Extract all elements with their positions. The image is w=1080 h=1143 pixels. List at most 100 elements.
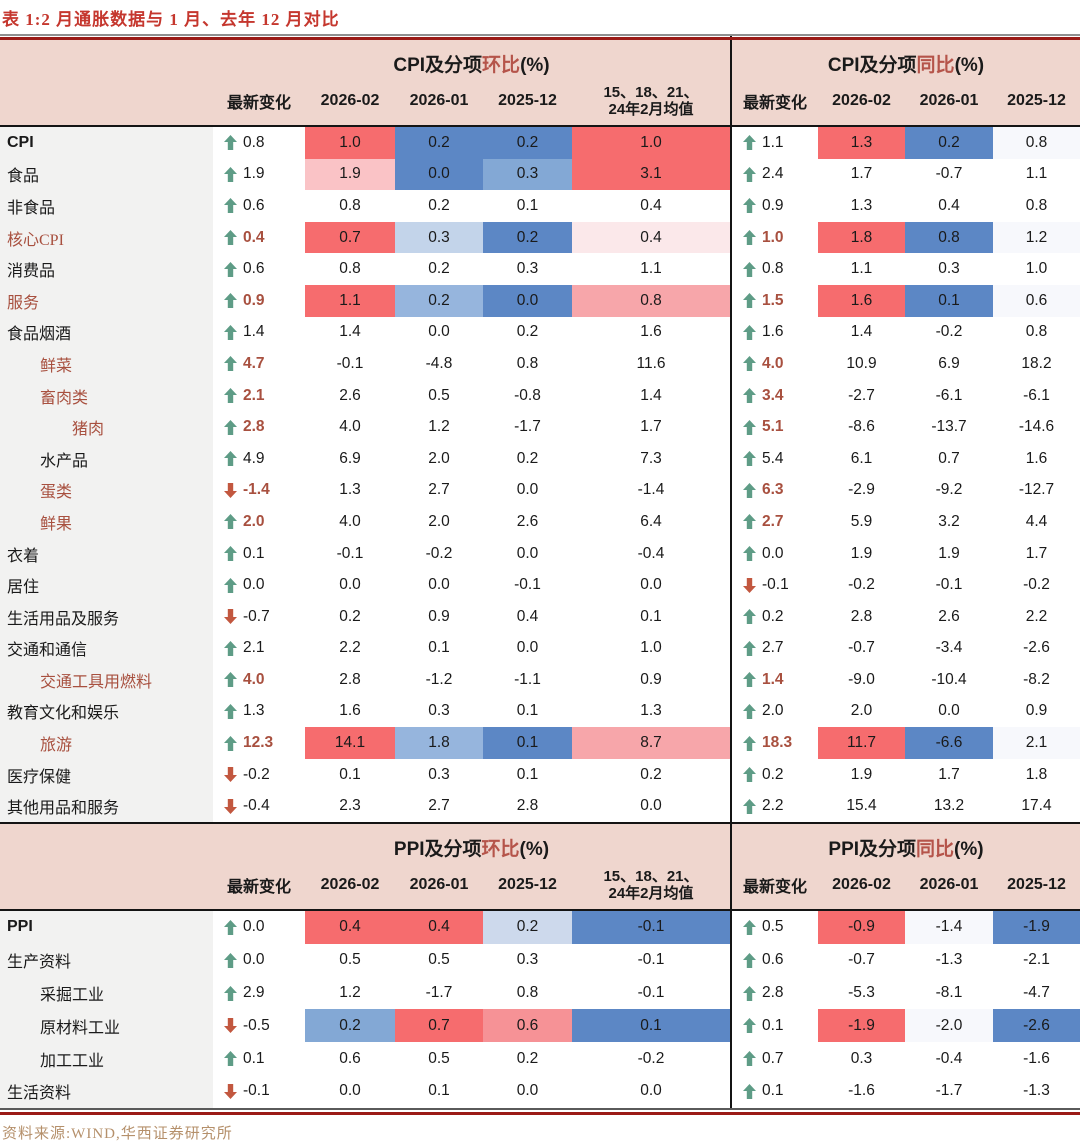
arrow-up-icon xyxy=(743,419,756,435)
table-row-cpi-交通和通信: 交通和通信 2.1 2.2 0.1 0.0 1.0 2.7 -0.7 -3.4 … xyxy=(0,632,1080,665)
latest-change-value: 1.9 xyxy=(243,165,265,183)
latest-change-value: 0.5 xyxy=(762,918,784,936)
arrow-down-icon xyxy=(224,798,237,814)
arrow-up-icon xyxy=(224,640,237,656)
latest-change-cell-yoy: 2.7 xyxy=(730,506,818,538)
column-header-average: 15、18、21、 24年2月均值 xyxy=(572,868,730,903)
latest-change-value: 0.8 xyxy=(243,133,265,151)
latest-change-value: 1.1 xyxy=(762,133,784,151)
value-cell-mom-avg: -0.1 xyxy=(637,951,665,969)
value-cell-yoy-3: -0.2 xyxy=(1023,576,1050,594)
row-label: 食品 xyxy=(0,158,213,191)
row-label: 旅游 xyxy=(0,727,213,759)
value-cell-mom-3: 0.6 xyxy=(483,1009,572,1043)
table-row-cpi-旅游: 旅游 12.3 14.1 1.8 0.1 8.7 18.3 11.7 -6.6 … xyxy=(0,727,1080,759)
value-cell-mom-2: 0.1 xyxy=(428,639,450,657)
row-label: 鲜菜 xyxy=(0,348,213,380)
table-row-cpi-水产品: 水产品 4.9 6.9 2.0 0.2 7.3 5.4 6.1 0.7 1.6 xyxy=(0,442,1080,475)
column-header-latest: 最新变化 xyxy=(226,879,291,897)
value-cell-mom-3: 0.4 xyxy=(516,607,539,625)
cpi-header-band: CPI及分项环比(%) CPI及分项同比(%) 最新变化 2026-02 202… xyxy=(0,36,1080,127)
latest-change-cell-yoy: 0.1 xyxy=(730,1009,818,1043)
value-cell-yoy-2: 1.7 xyxy=(938,765,960,783)
row-label: 鲜果 xyxy=(0,506,213,538)
value-cell-mom-avg: 3.1 xyxy=(572,158,730,191)
latest-change-value: 0.9 xyxy=(243,291,265,309)
row-label: 衣着 xyxy=(0,537,213,570)
value-cell-yoy-3: 0.9 xyxy=(1025,702,1048,720)
value-cell-yoy-3: 1.6 xyxy=(1025,449,1048,467)
value-cell-yoy-2: -6.6 xyxy=(905,727,993,759)
value-cell-yoy-2: -0.2 xyxy=(935,323,963,341)
value-cell-yoy-2: 3.2 xyxy=(938,512,960,530)
value-cell-yoy-3: -1.6 xyxy=(1023,1049,1050,1067)
latest-change-cell-mom: -0.1 xyxy=(213,1075,305,1108)
value-cell-mom-2: 0.2 xyxy=(428,196,450,214)
value-cell-mom-avg: -0.1 xyxy=(637,984,665,1002)
value-cell-yoy-3: -8.2 xyxy=(1023,670,1050,688)
latest-change-cell-mom: 0.1 xyxy=(213,538,305,570)
arrow-up-icon xyxy=(743,1018,756,1034)
latest-change-cell-mom: 0.4 xyxy=(213,222,305,254)
value-cell-mom-avg: -1.4 xyxy=(637,481,665,499)
value-cell-yoy-1: 1.9 xyxy=(850,765,873,783)
latest-change-cell-yoy: 2.8 xyxy=(730,976,818,1010)
value-cell-yoy-1: 1.7 xyxy=(850,165,873,183)
value-cell-yoy-1: -0.9 xyxy=(818,911,905,944)
table-row-cpi-医疗保健: 医疗保健 -0.2 0.1 0.3 0.1 0.2 0.2 1.9 1.7 1.… xyxy=(0,758,1080,791)
table-row-ppi-采掘工业: 采掘工业 2.9 1.2 -1.7 0.8 -0.1 2.8 -5.3 -8.1… xyxy=(0,976,1080,1010)
value-cell-yoy-1: 11.7 xyxy=(818,727,905,759)
value-cell-mom-3: -0.8 xyxy=(514,386,541,404)
value-cell-mom-3: 0.0 xyxy=(516,544,539,562)
value-cell-mom-2: 1.8 xyxy=(395,727,483,759)
row-label: 加工工业 xyxy=(0,1042,213,1076)
latest-change-cell-mom: 1.3 xyxy=(213,696,305,728)
latest-change-cell-mom: 2.0 xyxy=(213,506,305,538)
value-cell-yoy-2: 2.6 xyxy=(938,607,960,625)
value-cell-yoy-2: 0.2 xyxy=(905,127,993,159)
latest-change-cell-mom: 0.9 xyxy=(213,285,305,317)
cpi-mom-section-title: CPI及分项环比(%) xyxy=(0,46,730,77)
latest-change-value: -0.1 xyxy=(762,576,789,594)
value-cell-yoy-3: 1.1 xyxy=(1025,165,1048,183)
latest-change-value: 4.7 xyxy=(243,354,265,372)
value-cell-yoy-2: -10.4 xyxy=(931,670,967,688)
table-row-cpi-其他用品和服务: 其他用品和服务 -0.4 2.3 2.7 2.8 0.0 2.2 15.4 13… xyxy=(0,790,1080,823)
latest-change-cell-yoy: 3.4 xyxy=(730,379,818,412)
latest-change-cell-mom: -1.4 xyxy=(213,475,305,507)
avg-header-line2: 24年2月均值 xyxy=(608,101,694,118)
latest-change-cell-mom: 0.0 xyxy=(213,944,305,977)
column-header-average: 15、18、21、 24年2月均值 xyxy=(572,84,730,119)
value-cell-mom-avg: 0.1 xyxy=(572,1009,730,1043)
value-cell-mom-1: 0.2 xyxy=(305,1009,395,1043)
arrow-up-icon xyxy=(743,609,756,625)
value-cell-mom-avg: -0.2 xyxy=(637,1049,665,1067)
value-cell-yoy-1: 15.4 xyxy=(846,797,877,815)
latest-change-cell-yoy: 2.0 xyxy=(730,695,818,728)
latest-change-value: 0.1 xyxy=(762,1016,784,1034)
table-row-cpi-核心CPI: 核心CPI 0.4 0.7 0.3 0.2 0.4 1.0 1.8 0.8 1.… xyxy=(0,221,1080,254)
value-cell-yoy-3: 1.0 xyxy=(1025,260,1048,278)
value-cell-yoy-3: -4.7 xyxy=(1023,984,1050,1002)
value-cell-mom-1: 1.2 xyxy=(339,984,361,1002)
value-cell-mom-2: 1.2 xyxy=(428,418,450,436)
value-cell-mom-1: 0.0 xyxy=(339,576,361,594)
column-header-latest-yoy: 最新变化 xyxy=(730,77,818,125)
value-cell-yoy-1: -9.0 xyxy=(848,670,875,688)
arrow-up-icon xyxy=(224,166,237,182)
table-row-cpi-生活用品及服务: 生活用品及服务 -0.7 0.2 0.9 0.4 0.1 0.2 2.8 2.6… xyxy=(0,600,1080,633)
latest-change-cell-mom: 0.0 xyxy=(213,569,305,601)
value-cell-mom-3: 0.3 xyxy=(483,158,572,191)
value-cell-yoy-3: 1.2 xyxy=(993,221,1080,254)
value-cell-yoy-2: 1.9 xyxy=(938,544,960,562)
value-cell-mom-3: 0.1 xyxy=(516,702,539,720)
value-cell-yoy-2: 0.4 xyxy=(938,196,960,214)
latest-change-cell-yoy: 0.2 xyxy=(730,600,818,633)
latest-change-cell-mom: -0.7 xyxy=(213,601,305,633)
latest-change-cell-yoy: 6.3 xyxy=(730,474,818,507)
value-cell-mom-2: 2.7 xyxy=(428,797,450,815)
arrow-up-icon xyxy=(743,324,756,340)
source-note: 资料来源:WIND,华西证券研究所 xyxy=(2,1125,233,1142)
row-label: 生活资料 xyxy=(0,1075,213,1108)
value-cell-mom-2: 0.5 xyxy=(428,386,450,404)
